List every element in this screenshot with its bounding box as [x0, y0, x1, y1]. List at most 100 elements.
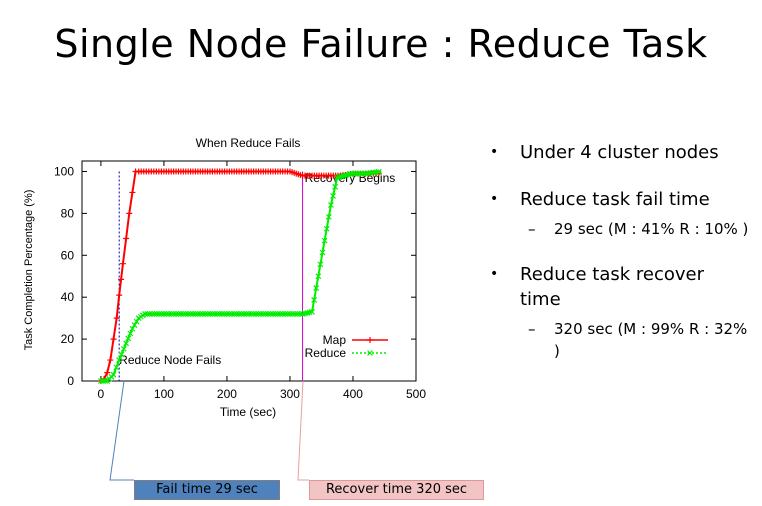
y-tick-label: 20: [61, 332, 75, 346]
series-point-reduce: [309, 308, 315, 315]
series-point-reduce: [97, 378, 104, 384]
series-point-reduce: [113, 364, 120, 371]
x-tick-label: 300: [280, 387, 300, 401]
series-point-reduce: [133, 318, 140, 325]
series-point-map: [118, 276, 125, 283]
series-point-reduce: [151, 311, 158, 317]
series-point-reduce: [255, 311, 262, 317]
vline-label: Reduce Node Fails: [119, 353, 221, 367]
series-point-reduce: [270, 311, 276, 317]
series-point-reduce: [146, 311, 153, 317]
series-point-reduce: [102, 378, 109, 384]
series-point-reduce: [317, 261, 324, 268]
y-tick-label: 60: [61, 248, 75, 262]
series-point-reduce: [328, 202, 334, 208]
series-point-reduce: [277, 311, 284, 317]
bullet-text: Under 4 cluster nodes: [520, 142, 719, 163]
series-point-reduce: [284, 311, 291, 317]
series-point-reduce: [216, 311, 223, 317]
series-point-reduce: [199, 311, 206, 317]
series-point-reduce: [267, 311, 274, 317]
series-point-reduce: [315, 273, 322, 280]
y-tick-label: 80: [61, 206, 75, 220]
legend-label: Map: [323, 333, 347, 347]
legend-label: Reduce: [305, 346, 347, 360]
chart-title: When Reduce Fails: [196, 136, 301, 150]
bullet-text: Reduce task fail time: [520, 189, 710, 210]
series-point-reduce: [197, 311, 204, 317]
series-point-reduce: [156, 311, 163, 317]
series-point-reduce: [125, 335, 132, 342]
series-point-reduce: [228, 311, 235, 317]
x-tick-label: 400: [343, 387, 363, 401]
y-tick-label: 0: [67, 374, 74, 388]
bullet-dot-icon: •: [490, 266, 499, 282]
series-point-reduce: [209, 311, 216, 317]
fail-time-callout: Fail time 29 sec: [134, 480, 280, 500]
series-point-reduce: [253, 311, 259, 317]
series-point-reduce: [123, 340, 130, 347]
series-point-reduce: [240, 311, 247, 317]
series-point-reduce: [194, 311, 201, 317]
series-point-reduce: [231, 311, 238, 317]
series-point-reduce: [274, 311, 281, 317]
bullet-dot-icon: •: [490, 191, 499, 207]
series-point-reduce: [131, 322, 138, 329]
series-point-reduce: [182, 311, 189, 317]
axes: 0 100 200 300 400 500 0 20 40 60 80 100: [54, 160, 426, 401]
x-tick-label: 100: [154, 387, 174, 401]
series-point-reduce: [204, 311, 211, 317]
series-point-reduce: [185, 311, 192, 317]
series-point-reduce: [330, 192, 336, 199]
series-point-reduce: [221, 311, 228, 317]
series-point-reduce: [127, 330, 134, 337]
series-point-reduce: [144, 311, 151, 317]
series-point-reduce: [282, 311, 289, 317]
series-point-reduce: [158, 311, 165, 317]
series-point-reduce: [325, 213, 332, 220]
series-point-reduce: [243, 311, 250, 317]
series-point-reduce: [192, 311, 199, 317]
series-point-reduce: [375, 168, 382, 175]
series-point-reduce: [142, 311, 148, 317]
sub-bullet-text: 29 sec (M : 41% R : 10% ): [554, 220, 749, 238]
legend-marker: [367, 350, 373, 356]
sub-bullet: – 29 sec (M : 41% R : 10% ): [488, 218, 750, 240]
series-point-map: [123, 235, 130, 242]
sub-bullet: – 320 sec (M : 99% R : 32% ): [488, 318, 750, 362]
x-tick-label: 500: [406, 387, 426, 401]
sub-bullet-dash-icon: –: [528, 220, 536, 238]
series-point-reduce: [165, 311, 172, 317]
series-point-reduce: [226, 311, 233, 317]
series-point-reduce: [214, 311, 221, 317]
series-point-reduce: [238, 311, 245, 317]
series-point-reduce: [262, 311, 269, 317]
series-point-reduce: [219, 311, 226, 317]
sub-bullet-dash-icon: –: [528, 320, 536, 338]
bullet-list: • Under 4 cluster nodes • Reduce task fa…: [488, 140, 750, 384]
series-point-map: [126, 210, 133, 217]
series-point-reduce: [168, 311, 175, 317]
slide-title: Single Node Failure : Reduce Task: [54, 22, 708, 66]
series-point-reduce: [173, 311, 179, 317]
sub-bullet-text: 320 sec (M : 99% R : 32% ): [554, 320, 748, 360]
series-point-reduce: [332, 183, 339, 190]
series-point-reduce: [224, 311, 230, 317]
series-point-reduce: [211, 311, 218, 317]
series-point-reduce: [180, 311, 187, 317]
series-point-map: [107, 357, 114, 364]
series-point-reduce: [323, 225, 330, 232]
series-point-reduce: [313, 285, 320, 292]
series-point-reduce: [118, 351, 125, 358]
bullet-dot-icon: •: [490, 144, 499, 160]
series-point-reduce: [149, 311, 156, 317]
series-point-reduce: [250, 311, 257, 317]
bullet-item: • Under 4 cluster nodes: [488, 140, 750, 165]
series-point-reduce: [272, 311, 279, 317]
series-point-reduce: [257, 311, 264, 317]
series-point-reduce: [321, 237, 328, 244]
plot-frame: [81, 160, 417, 382]
